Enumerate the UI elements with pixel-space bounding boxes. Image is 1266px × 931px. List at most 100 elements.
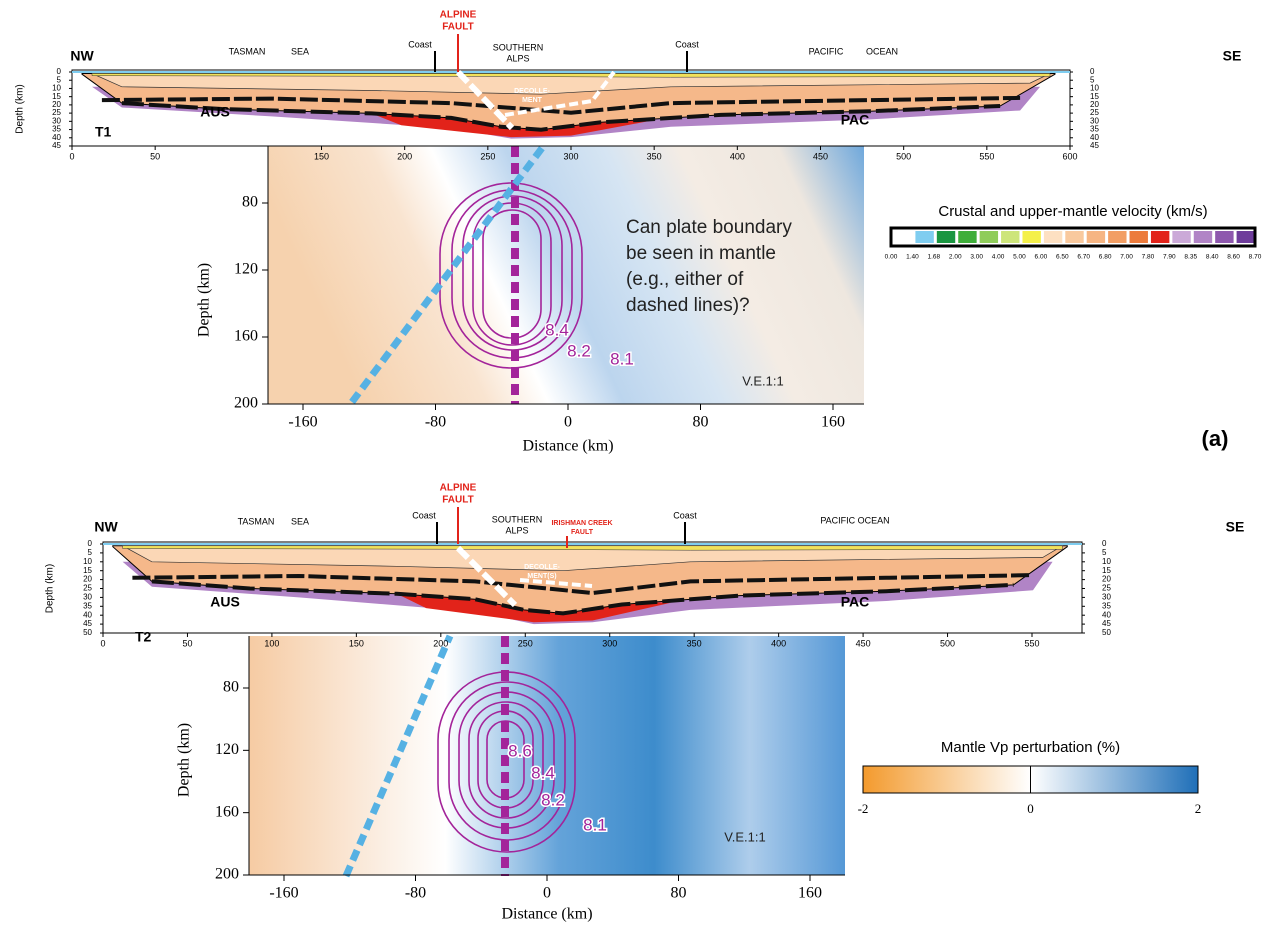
- y-tick-label: 120: [215, 741, 239, 758]
- velocity-swatch: [1129, 231, 1148, 243]
- alpine-fault-trace: [455, 545, 518, 608]
- x-tick-label: 0: [543, 885, 551, 902]
- depth-tick-label: 0: [1102, 539, 1107, 548]
- profile-x-tick-label: 450: [856, 638, 871, 648]
- x-tick-label: -80: [425, 414, 446, 431]
- depth-tick-label: 10: [1090, 84, 1099, 93]
- velocity-swatch: [915, 231, 934, 243]
- profile-label-alps: SOUTHERN: [493, 42, 544, 52]
- profile-x-tick-label: 50: [182, 638, 192, 648]
- y-tick-label: 120: [234, 261, 258, 278]
- profile-label-tasman: TASMAN: [229, 46, 266, 56]
- velocity-swatch: [1022, 231, 1041, 243]
- depth-tick-label: 30: [52, 116, 61, 125]
- velocity-swatch: [1193, 231, 1213, 243]
- velocity-legend-label: 0.00: [885, 254, 898, 261]
- depth-tick-label: 10: [1102, 557, 1111, 566]
- depth-tick-label: 50: [1102, 628, 1111, 637]
- y-axis-label: Depth (km): [176, 723, 193, 797]
- profile-label-ocean: OCEAN: [866, 46, 898, 56]
- profile-x-tick-label: 400: [730, 151, 745, 161]
- x-tick-label: 0: [564, 414, 572, 431]
- depth-tick-label: 45: [52, 141, 61, 150]
- direction-label: NW: [94, 519, 118, 535]
- depth-axis-label: Depth (km): [15, 84, 26, 133]
- direction-label: NW: [70, 48, 94, 64]
- depth-tick-label: 5: [1090, 75, 1095, 84]
- velocity-swatch: [1215, 231, 1234, 243]
- vertical-exaggeration: V.E.1:1: [724, 829, 765, 844]
- velocity-swatch: [958, 231, 977, 243]
- sediments: [91, 73, 1051, 78]
- depth-tick-label: 5: [88, 548, 93, 557]
- velocity-swatch: [1172, 231, 1191, 243]
- sediments: [122, 545, 1063, 551]
- section-label: T2: [135, 629, 152, 645]
- profile-x-tick-label: 100: [264, 638, 279, 648]
- velocity-legend-label: 4.00: [992, 254, 1005, 261]
- profile-label-pacific: PACIFIC OCEAN: [820, 515, 889, 525]
- velocity-legend-label: 6.00: [1035, 254, 1048, 261]
- depth-tick-label: 30: [1102, 593, 1111, 602]
- x-tick-label: 160: [798, 885, 822, 902]
- depth-tick-label: 25: [83, 584, 92, 593]
- profile-label-decollement: DECOLLE-: [514, 88, 550, 95]
- decollement-trace: [504, 70, 616, 117]
- x-axis-label: Distance (km): [501, 906, 592, 923]
- depth-tick-label: 25: [1102, 584, 1111, 593]
- profile-x-tick-label: 50: [150, 151, 160, 161]
- profile-x-tick-label: 500: [896, 151, 911, 161]
- direction-label: SE: [1226, 519, 1245, 535]
- contour-label: 8.2: [541, 790, 565, 809]
- velocity-swatch: [1043, 231, 1063, 243]
- mid-crust-reflector: [132, 573, 1034, 596]
- profile-label-aus: AUS: [200, 104, 230, 120]
- velocity-legend-label: 8.40: [1206, 254, 1219, 261]
- depth-tick-label: 40: [1102, 610, 1111, 619]
- panel-tag: (a): [1202, 426, 1229, 451]
- y-tick-label: 160: [234, 328, 258, 345]
- perturbation-tick-label: 2: [1195, 801, 1202, 816]
- depth-tick-label: 35: [1090, 125, 1099, 134]
- profile-label-fault: ALPINE: [440, 483, 477, 494]
- velocity-legend-label: 8.35: [1184, 254, 1197, 261]
- depth-tick-label: 20: [52, 100, 61, 109]
- moho-reflector: [121, 101, 1001, 132]
- velocity-legend-label: 2.00: [949, 254, 962, 261]
- depth-tick-label: 0: [1090, 67, 1095, 76]
- depth-tick-label: 25: [1090, 108, 1099, 117]
- velocity-legend-label: 8.60: [1227, 254, 1240, 261]
- mantle-image: [249, 636, 845, 875]
- profile-x-tick-label: 300: [602, 638, 617, 648]
- profile-x-tick-label: 350: [687, 638, 702, 648]
- section-label: T1: [95, 124, 112, 140]
- depth-tick-label: 35: [1102, 601, 1111, 610]
- profile-label-coast_e: Coast: [673, 510, 697, 520]
- depth-tick-label: 10: [83, 557, 92, 566]
- velocity-swatch: [936, 231, 956, 243]
- depth-tick-label: 35: [52, 125, 61, 134]
- depth-tick-label: 45: [1102, 619, 1111, 628]
- velocity-legend-label: 6.80: [1099, 254, 1112, 261]
- decollement-trace: [519, 578, 593, 588]
- depth-tick-label: 5: [1102, 548, 1107, 557]
- profile-label-tasman: TASMAN: [238, 516, 275, 526]
- profile-x-tick-label: 500: [940, 638, 955, 648]
- profile-x-tick-label: 550: [1024, 638, 1039, 648]
- profile-x-tick-label: 200: [397, 151, 412, 161]
- depth-tick-label: 0: [88, 539, 93, 548]
- profile-x-tick-label: 400: [771, 638, 786, 648]
- velocity-legend-label: 7.90: [1163, 254, 1176, 261]
- velocity-swatch: [1001, 231, 1020, 243]
- depth-axis-label: Depth (km): [45, 564, 56, 613]
- profile-label-pacific: PACIFIC: [809, 46, 844, 56]
- velocity-swatch: [1108, 231, 1127, 243]
- velocity-bar-frame: [889, 226, 1257, 248]
- velocity-swatch: [1065, 231, 1084, 243]
- depth-tick-label: 15: [1090, 92, 1099, 101]
- profile-label-irishman: IRISHMAN CREEK: [551, 520, 612, 527]
- profile-x-tick-label: 550: [979, 151, 994, 161]
- depth-tick-label: 40: [1090, 133, 1099, 142]
- y-tick-label: 200: [215, 866, 239, 883]
- profile-x-tick-label: 600: [1062, 151, 1077, 161]
